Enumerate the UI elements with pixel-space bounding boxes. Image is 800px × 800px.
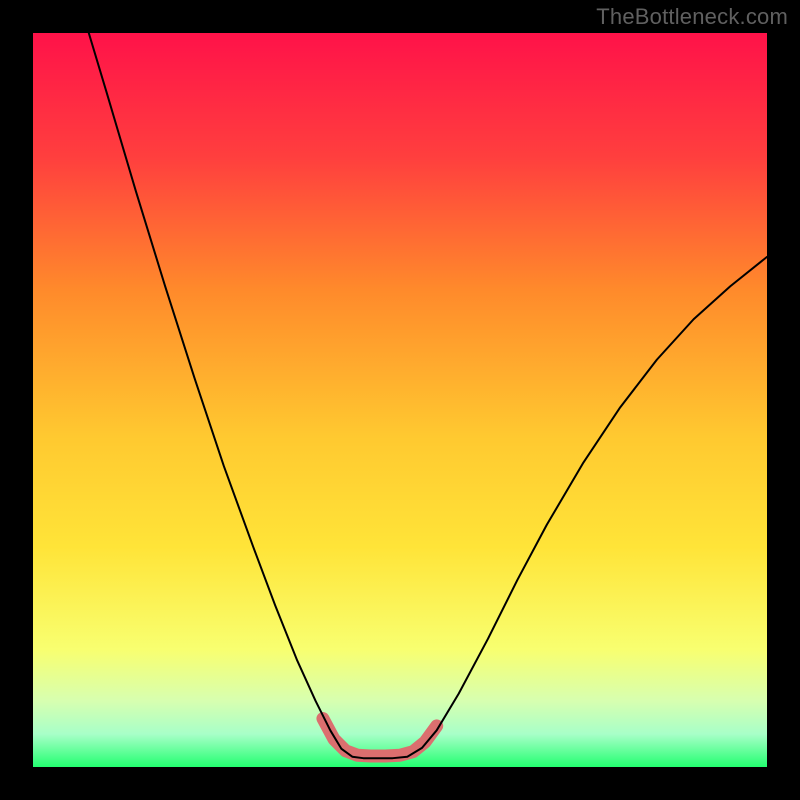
bottleneck-chart [33,33,767,767]
chart-frame: TheBottleneck.com [0,0,800,800]
plot-area [33,33,767,767]
gradient-background [33,33,767,767]
watermark-text: TheBottleneck.com [596,4,788,30]
